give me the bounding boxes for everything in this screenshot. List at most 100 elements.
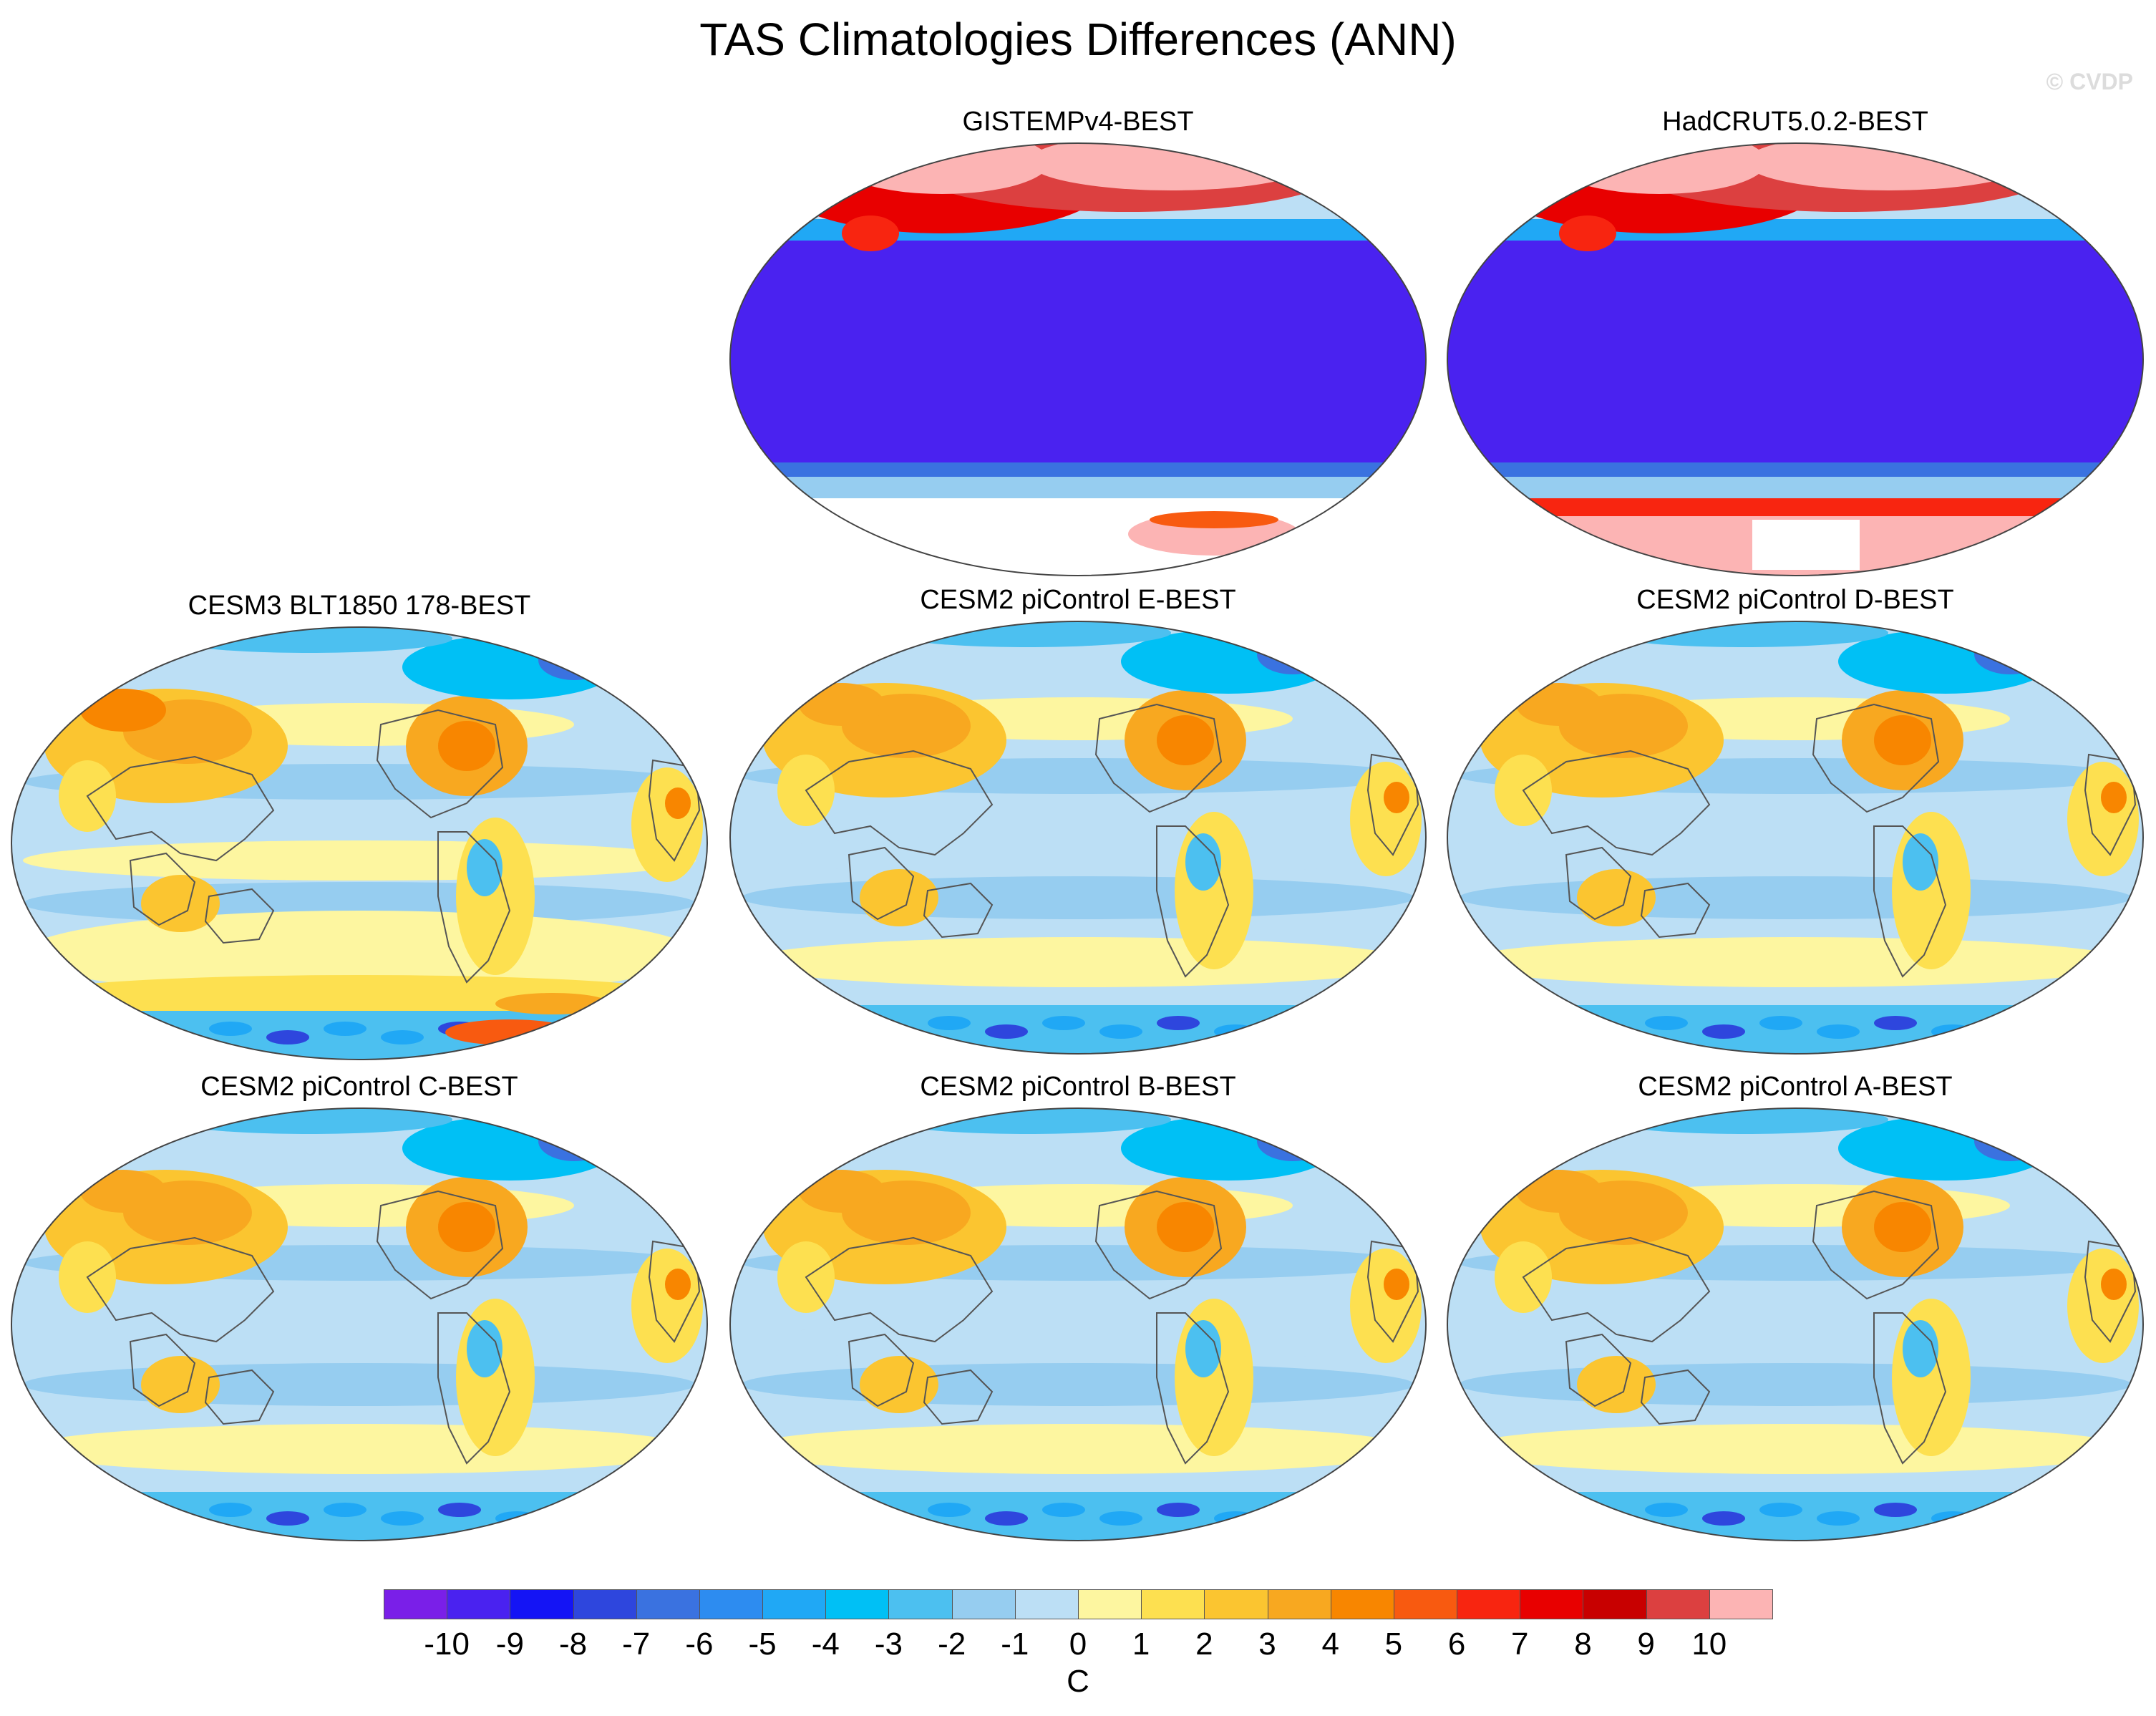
- field-region: [1759, 1503, 1802, 1517]
- field-region: [1175, 812, 1253, 969]
- field-region: [1903, 833, 1938, 891]
- map-border: [11, 1107, 708, 1541]
- field-region: [141, 875, 220, 932]
- panel-title: CESM2 piControl D-BEST: [1636, 585, 1954, 615]
- colorbar-tick-label: 1: [1132, 1627, 1150, 1662]
- panel-title: GISTEMPv4-BEST: [962, 107, 1194, 137]
- map-border: [729, 621, 1427, 1055]
- field-region: [1157, 715, 1214, 765]
- field-region: [1702, 1511, 1745, 1526]
- coastline: [204, 1369, 275, 1425]
- coastline: [1640, 882, 1711, 939]
- field-region: [742, 876, 1414, 919]
- field-missing: [1752, 520, 1860, 570]
- colorbar-tick-label: -2: [938, 1627, 966, 1662]
- field-region: [209, 1503, 252, 1517]
- colorbar-swatch: [951, 1589, 1016, 1619]
- coastline: [376, 709, 504, 819]
- colorbar-swatch: [384, 1589, 448, 1619]
- field-region: [209, 1022, 252, 1036]
- panel-title: CESM2 piControl B-BEST: [920, 1072, 1236, 1102]
- field-region: [742, 835, 1414, 875]
- colorbar-swatch: [762, 1589, 827, 1619]
- map-panel-gistemp: GISTEMPv4-BEST: [727, 106, 1429, 593]
- colorbar-swatch: [825, 1589, 890, 1619]
- panel-title: CESM2 piControl C-BEST: [200, 1072, 518, 1102]
- field-region: [842, 215, 899, 251]
- colorbar-tick-label: 6: [1447, 1627, 1466, 1662]
- coastline: [1565, 846, 1632, 921]
- field-region: [1271, 1503, 1314, 1517]
- field-region: [445, 1019, 574, 1045]
- field-region: [1459, 876, 2132, 919]
- field-region: [1042, 1503, 1085, 1517]
- world-map: [11, 626, 708, 1060]
- colorbar-tick-label: -4: [811, 1627, 840, 1662]
- colorbar-tick-label: -9: [495, 1627, 524, 1662]
- world-map: [729, 1107, 1427, 1541]
- field-region: [1874, 1016, 1917, 1030]
- field-region: [1271, 1016, 1314, 1030]
- field-region: [467, 839, 502, 896]
- field-region: [1516, 683, 1602, 726]
- coastline: [923, 1369, 994, 1425]
- map-border: [1447, 142, 2144, 576]
- colorbar-swatch: [1646, 1589, 1710, 1619]
- map-panel-cesm2-d: CESM2 piControl D-BEST: [1444, 584, 2146, 1071]
- cvdp-watermark: © CVDP: [2046, 69, 2133, 94]
- field-region: [1577, 1356, 1656, 1413]
- colorbar-tick-label: -6: [685, 1627, 714, 1662]
- colorbar-swatch: [447, 1589, 511, 1619]
- field-region: [860, 1356, 938, 1413]
- coastline: [86, 755, 275, 862]
- field-region: [1759, 1016, 1802, 1030]
- field-region: [928, 1016, 971, 1030]
- map-border: [729, 1107, 1427, 1541]
- field-region: [553, 1503, 596, 1517]
- coastline: [848, 846, 915, 921]
- field-region: [438, 1503, 481, 1517]
- field-region: [23, 1424, 696, 1474]
- map-panel-cesm2-a: CESM2 piControl A-BEST: [1444, 1071, 2146, 1558]
- field-region: [1157, 1016, 1200, 1030]
- panel-title: CESM3 BLT1850 178-BEST: [188, 591, 531, 621]
- field-region: [799, 1170, 885, 1213]
- coastline: [1094, 703, 1223, 813]
- world-map: [1447, 1107, 2144, 1541]
- colorbar-tick-label: -5: [748, 1627, 777, 1662]
- field-region: [665, 1269, 691, 1300]
- world-map: [729, 142, 1427, 576]
- field-region: [1042, 1016, 1085, 1030]
- field-region: [141, 1356, 220, 1413]
- colorbar-swatch: [1583, 1589, 1647, 1619]
- field-region: [1459, 937, 2132, 987]
- field-region: [23, 1363, 696, 1406]
- coastline: [923, 882, 994, 939]
- colorbar-tick-label: 10: [1691, 1627, 1727, 1662]
- coastline: [129, 852, 196, 926]
- map-border: [11, 626, 708, 1060]
- field-region: [1516, 1170, 1602, 1213]
- field-region: [11, 1492, 707, 1541]
- field-region: [1702, 1024, 1745, 1039]
- field-region: [1459, 1424, 2132, 1474]
- coastline: [1565, 1333, 1632, 1407]
- field-region: [467, 1320, 502, 1377]
- field-region: [23, 840, 696, 881]
- coastline: [848, 1333, 915, 1407]
- field-region: [1559, 215, 1616, 251]
- panel-title: CESM2 piControl A-BEST: [1638, 1072, 1953, 1102]
- coastline: [805, 750, 994, 856]
- field-region: [985, 1511, 1028, 1526]
- field-region: [1447, 1492, 2143, 1541]
- colorbar-swatch: [1709, 1589, 1773, 1619]
- world-map: [1447, 621, 2144, 1055]
- map-border: [1447, 621, 2144, 1055]
- field-region: [1989, 1016, 2031, 1030]
- field-region: [1645, 1016, 1688, 1030]
- colorbar-swatch: [699, 1589, 764, 1619]
- field-region: [1931, 1511, 1974, 1526]
- field-region: [94, 1503, 137, 1517]
- colorbar-swatch: [510, 1589, 574, 1619]
- field-region: [1974, 634, 2046, 674]
